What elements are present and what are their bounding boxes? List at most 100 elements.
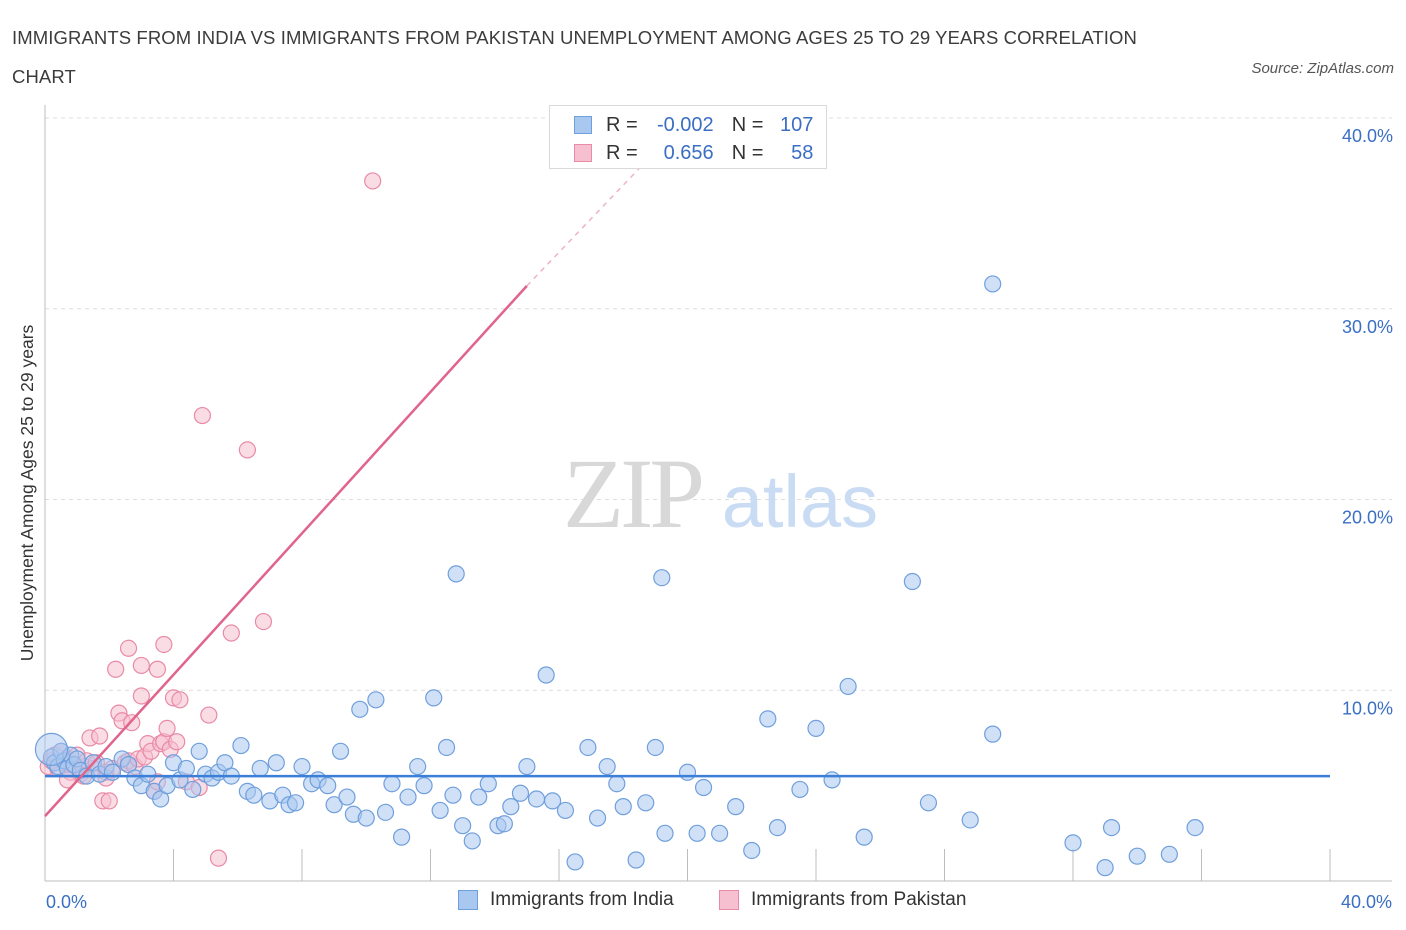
india-r-value: -0.002 <box>656 113 714 136</box>
india-point <box>502 798 520 816</box>
india-point <box>1096 859 1114 877</box>
legend-n-label: N = <box>731 113 764 136</box>
pakistan-point <box>200 706 218 724</box>
india-point <box>190 742 208 760</box>
watermark-atlas: atlas <box>722 460 878 543</box>
series-india-points <box>34 275 1204 877</box>
india-point <box>367 691 385 709</box>
pakistan-r-value: 0.656 <box>663 141 714 164</box>
y-tick-labels: 10.0% 20.0% 30.0% 40.0% <box>1342 126 1393 718</box>
india-point <box>338 788 356 806</box>
india-point <box>1128 847 1146 865</box>
india-point <box>614 798 632 816</box>
india-point <box>588 809 607 827</box>
india-point <box>103 763 122 781</box>
india-point <box>409 757 427 776</box>
india-point <box>727 798 745 816</box>
legend-n-label: N = <box>731 141 764 164</box>
india-point <box>286 794 305 812</box>
pakistan-point <box>209 849 228 867</box>
india-swatch <box>574 116 592 134</box>
india-point <box>495 815 513 833</box>
pakistan-legend-label: Immigrants from Pakistan <box>751 889 967 910</box>
india-point <box>479 775 497 793</box>
legend-row-pakistan: R = 0.656 N = 58 <box>574 141 813 165</box>
pakistan-point <box>158 719 176 738</box>
india-point <box>608 775 626 793</box>
india-legend-label: Immigrants from India <box>490 889 674 910</box>
india-point <box>688 824 706 842</box>
india-point <box>184 780 202 799</box>
legend-item-pakistan[interactable]: Immigrants from Pakistan <box>719 889 966 911</box>
chart-title: IMMIGRANTS FROM INDIA VS IMMIGRANTS FROM… <box>12 27 1137 87</box>
india-point <box>177 759 195 778</box>
india-point <box>791 780 809 799</box>
india-point <box>984 725 1002 743</box>
india-point <box>415 777 433 795</box>
india-point <box>470 788 488 806</box>
india-point <box>331 742 350 760</box>
legend-row-india: R = -0.002 N = 107 <box>574 113 813 137</box>
legend-r-label: R = <box>606 141 638 164</box>
india-point <box>518 757 536 776</box>
axes <box>44 105 1392 882</box>
india-point <box>694 778 713 797</box>
grid-lines <box>45 117 1392 691</box>
india-point <box>759 710 777 728</box>
legend-r-label: R = <box>606 113 638 136</box>
india-point <box>537 666 555 684</box>
india-point <box>646 738 664 757</box>
india-point <box>1186 818 1204 837</box>
india-point <box>425 689 443 707</box>
india-point <box>543 792 562 810</box>
india-point <box>392 828 411 846</box>
india-point <box>678 763 697 781</box>
india-point <box>656 824 674 842</box>
pakistan-point <box>238 441 256 459</box>
pakistan-point <box>100 792 118 810</box>
india-point <box>376 803 395 821</box>
india-point <box>566 853 584 871</box>
india-point <box>579 738 597 757</box>
india-point <box>267 754 285 772</box>
india-point <box>527 790 546 808</box>
series-legend: Immigrants from India Immigrants from Pa… <box>0 889 1406 915</box>
india-point <box>251 759 269 778</box>
india-point <box>444 786 462 804</box>
india-point <box>293 757 311 776</box>
india-point <box>711 824 729 842</box>
india-point <box>139 765 157 783</box>
india-point <box>325 796 343 814</box>
india-point <box>357 809 375 827</box>
pakistan-swatch <box>574 144 592 162</box>
india-point <box>463 832 481 850</box>
correlation-legend: R = -0.002 N = 107 R = 0.656 N = 58 <box>549 105 827 169</box>
legend-item-india[interactable]: Immigrants from India <box>458 889 674 911</box>
india-point <box>399 788 417 806</box>
pakistan-point <box>222 624 240 642</box>
pakistan-point <box>132 687 150 705</box>
india-point <box>743 841 761 860</box>
india-point <box>232 736 250 755</box>
india-point <box>627 851 645 869</box>
y-tick-label: 40.0% <box>1342 126 1393 146</box>
pakistan-point <box>168 733 186 751</box>
india-point <box>447 565 465 583</box>
india-legend-swatch <box>458 890 478 910</box>
india-point <box>1064 834 1082 852</box>
india-point <box>1160 845 1178 863</box>
india-point <box>768 818 787 837</box>
india-point <box>245 786 263 804</box>
india-point <box>823 771 841 789</box>
source-credit: Source: ZipAtlas.com <box>1251 60 1394 77</box>
india-point <box>855 828 873 846</box>
india-cluster-point <box>34 732 69 766</box>
pakistan-point <box>119 639 138 657</box>
pakistan-point <box>91 727 109 745</box>
india-point <box>598 757 616 776</box>
india-point <box>653 569 671 587</box>
pakistan-n-value: 58 <box>791 141 814 164</box>
india-point <box>511 784 530 802</box>
india-point <box>919 794 938 812</box>
watermark-zip: ZIP <box>563 438 701 549</box>
